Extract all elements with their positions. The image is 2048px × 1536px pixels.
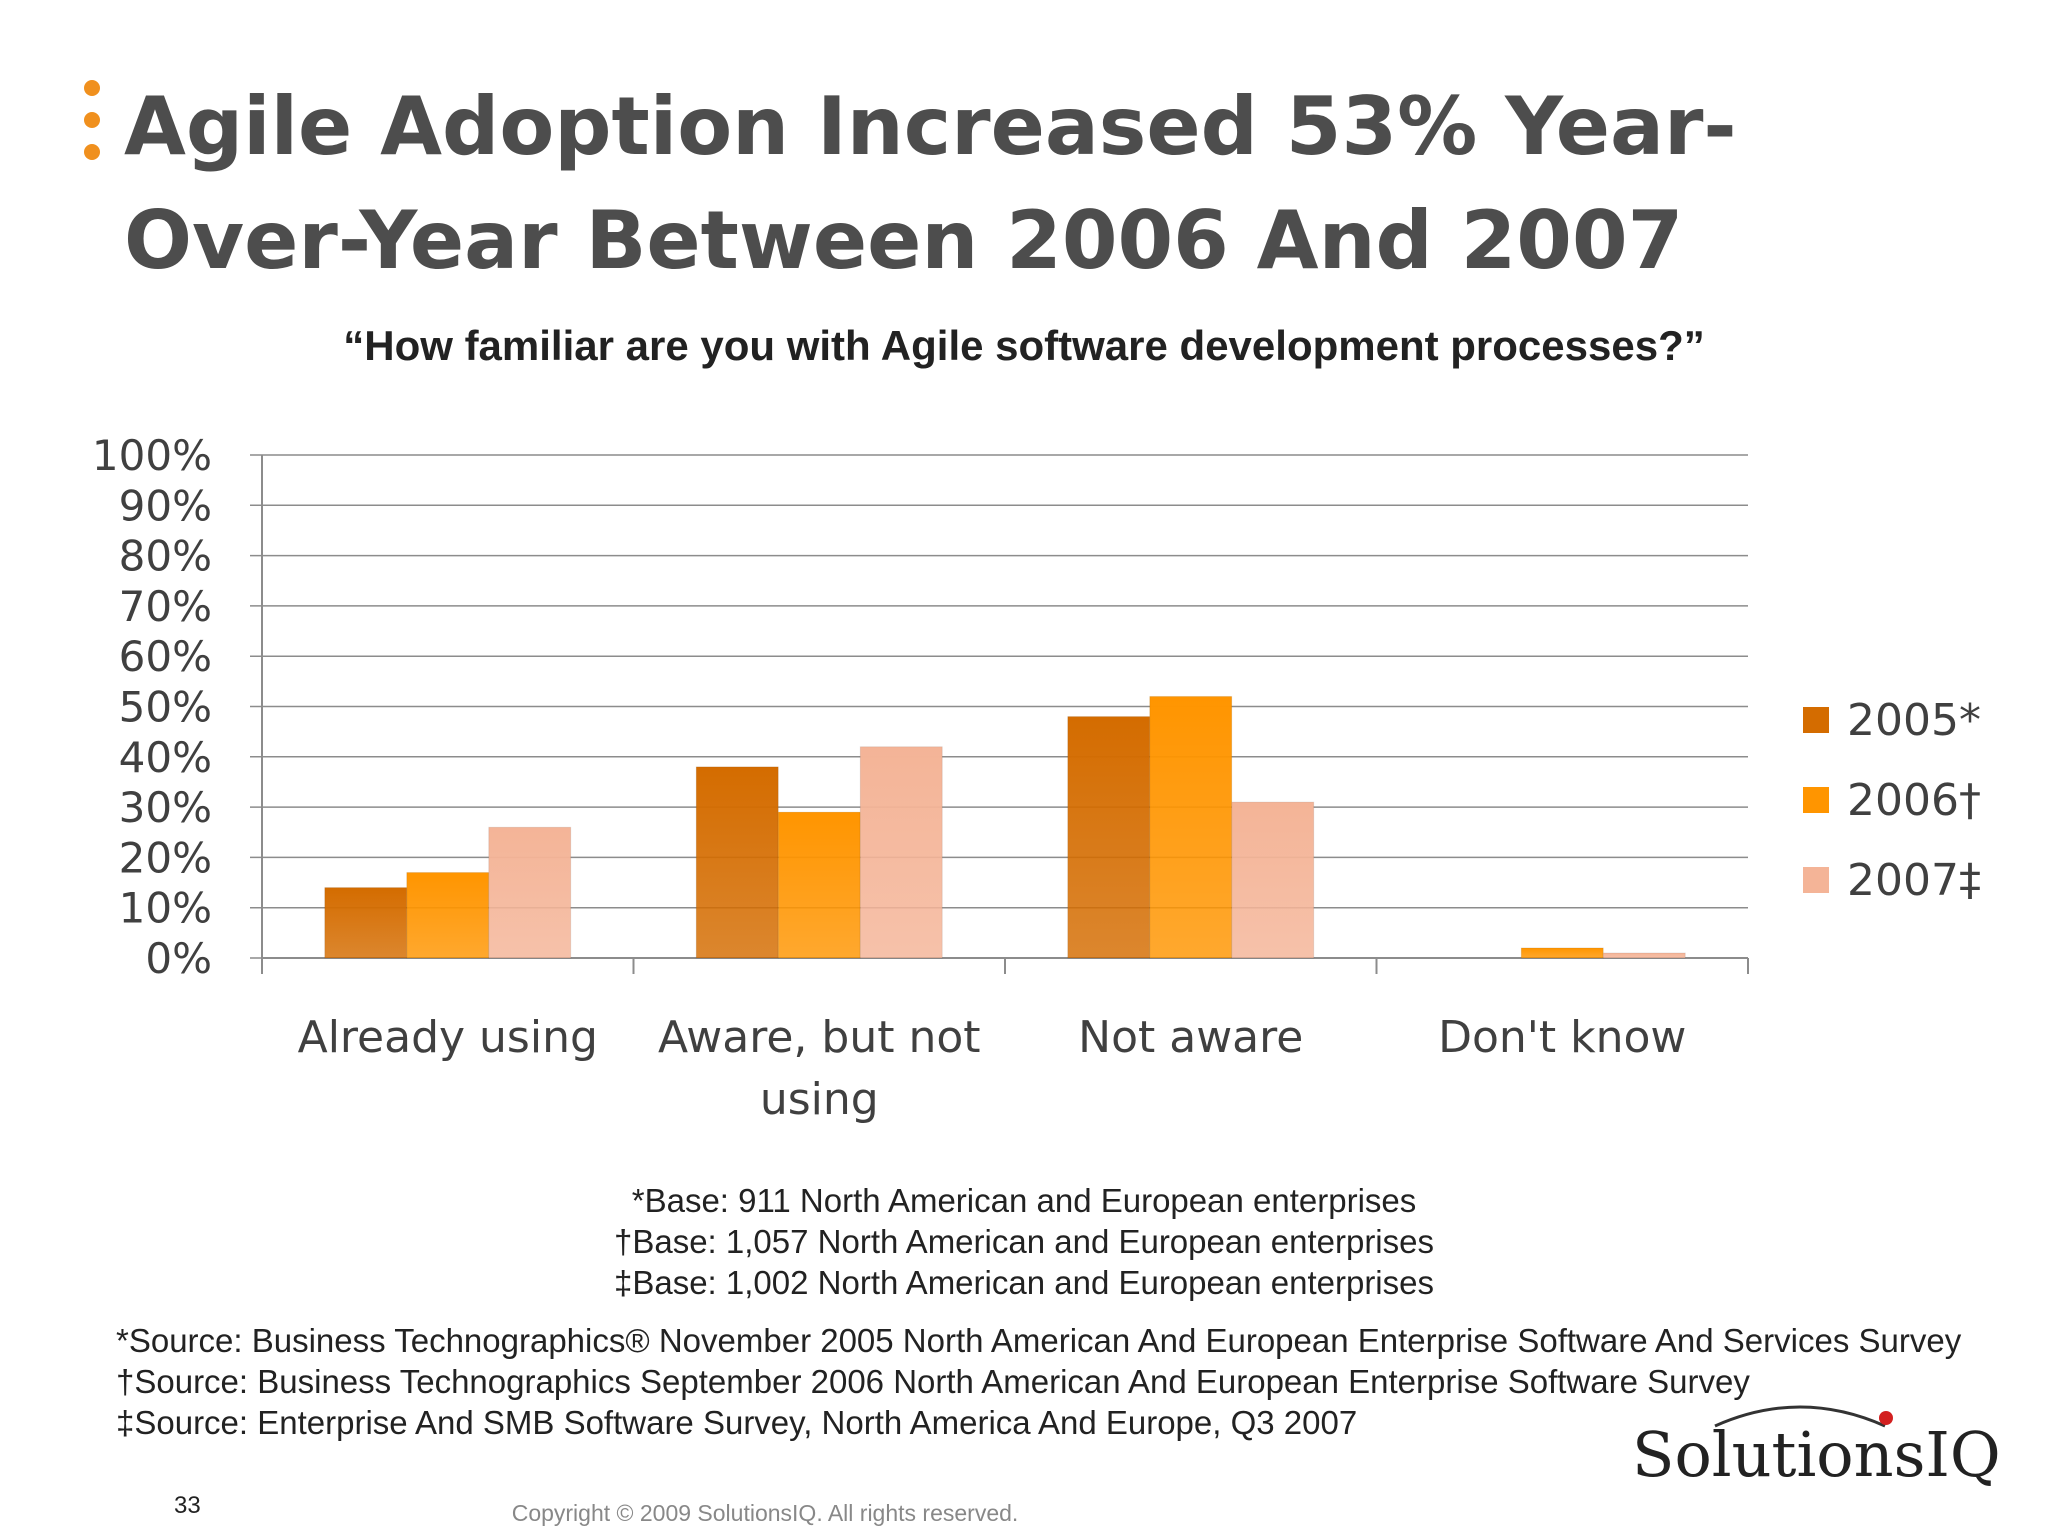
source-footnotes: *Source: Business Technographics® Novemb… [116,1320,1961,1443]
slide-title: Agile Adoption Increased 53% Year- Over-… [124,70,1924,298]
y-tick-label: 80% [119,532,212,581]
bar-2007-3 [1602,952,1686,959]
bar-2007-2 [1231,801,1315,959]
y-tick-label: 30% [119,783,212,832]
base-note-2007: ‡Base: 1,002 North American and European… [613,1264,1434,1301]
x-category-label: Aware, but not [658,1012,981,1063]
y-tick-label: 100% [92,431,212,480]
bar-2005-0 [324,887,408,959]
chart-title: “How familiar are you with Agile softwar… [343,322,1705,369]
legend-swatch [1803,867,1829,893]
chart-legend: 2005* 2006† 2007‡ [1803,680,1981,920]
base-footnotes: *Base: 911 North American and European e… [0,1180,2048,1303]
title-bullet-icon [84,80,100,160]
legend-item-2007: 2007‡ [1803,840,1981,920]
legend-item-2005: 2005* [1803,680,1981,760]
bar-2006-2 [1149,695,1233,959]
solutionsiq-logo: SolutionsIQ [1632,1418,2001,1491]
x-category-label: Already using [298,1012,598,1063]
page-number: 33 [174,1492,201,1519]
source-note-2006: †Source: Business Technographics Septemb… [116,1363,1750,1400]
legend-label: 2006† [1847,774,1981,826]
y-tick-label: 10% [119,884,212,933]
bar-2007-1 [859,746,943,959]
y-tick-label: 50% [119,683,212,732]
logo-dot-icon [1879,1411,1893,1425]
y-tick-label: 90% [119,481,212,530]
title-line-1: Agile Adoption Increased 53% Year- [124,80,1737,173]
x-category-label: Not aware [1078,1012,1303,1063]
copyright-text: Copyright © 2009 SolutionsIQ. All rights… [511,1500,1019,1526]
y-tick-label: 70% [119,582,212,631]
x-category-label: using [760,1074,879,1125]
y-tick-label: 40% [119,733,212,782]
y-tick-label: 0% [145,934,212,983]
y-tick-label: 20% [119,833,212,882]
legend-swatch [1803,787,1829,813]
y-tick-label: 60% [119,632,212,681]
bar-2006-1 [777,811,861,959]
bar-2005-1 [695,766,779,959]
base-note-2006: †Base: 1,057 North American and European… [613,1223,1434,1260]
logo-arc-icon [1714,1405,1886,1428]
legend-swatch [1803,707,1829,733]
source-note-2007: ‡Source: Enterprise And SMB Software Sur… [116,1404,1358,1441]
legend-label: 2005* [1847,694,1981,746]
bar-2006-3 [1520,947,1604,959]
x-category-label: Don't know [1438,1012,1686,1063]
title-line-2: Over-Year Between 2006 And 2007 [124,194,1684,287]
bar-2005-2 [1067,716,1151,959]
legend-item-2006: 2006† [1803,760,1981,840]
legend-label: 2007‡ [1847,854,1981,906]
bar-chart: 0%10%20%30%40%50%60%70%80%90%100% Already… [92,431,1749,1125]
source-note-2005: *Source: Business Technographics® Novemb… [116,1322,1962,1359]
base-note-2005: *Base: 911 North American and European e… [631,1182,1417,1219]
bar-2007-0 [488,826,572,959]
bar-2006-0 [406,871,490,959]
